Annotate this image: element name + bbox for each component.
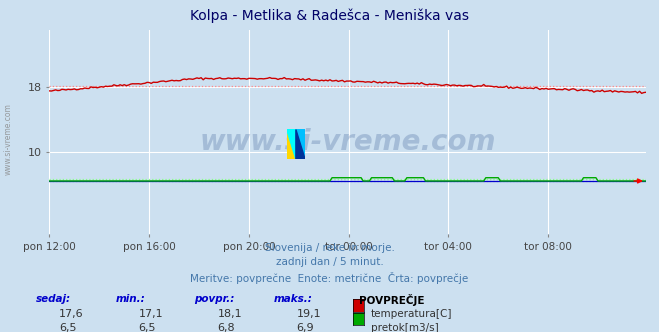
Text: 19,1: 19,1 <box>297 309 321 319</box>
Text: maks.:: maks.: <box>273 294 312 304</box>
Text: www.si-vreme.com: www.si-vreme.com <box>3 104 13 175</box>
Polygon shape <box>296 129 305 159</box>
Text: Meritve: povprečne  Enote: metrične  Črta: povprečje: Meritve: povprečne Enote: metrične Črta:… <box>190 272 469 284</box>
Text: min.:: min.: <box>115 294 145 304</box>
Text: 17,6: 17,6 <box>59 309 84 319</box>
Text: zadnji dan / 5 minut.: zadnji dan / 5 minut. <box>275 257 384 267</box>
Text: 6,9: 6,9 <box>297 323 314 332</box>
Bar <box>296 129 305 159</box>
Text: 6,5: 6,5 <box>59 323 77 332</box>
Text: Slovenija / reke in morje.: Slovenija / reke in morje. <box>264 243 395 253</box>
Text: www.si-vreme.com: www.si-vreme.com <box>200 128 496 156</box>
Text: 17,1: 17,1 <box>138 309 163 319</box>
Text: 6,5: 6,5 <box>138 323 156 332</box>
Text: sedaj:: sedaj: <box>36 294 71 304</box>
Text: temperatura[C]: temperatura[C] <box>371 309 453 319</box>
Text: pretok[m3/s]: pretok[m3/s] <box>371 323 439 332</box>
Text: Kolpa - Metlika & Radešca - Meniška vas: Kolpa - Metlika & Radešca - Meniška vas <box>190 8 469 23</box>
Polygon shape <box>287 129 296 159</box>
Text: 18,1: 18,1 <box>217 309 242 319</box>
Text: POVPREČJE: POVPREČJE <box>359 294 424 306</box>
Text: 6,8: 6,8 <box>217 323 235 332</box>
Text: povpr.:: povpr.: <box>194 294 235 304</box>
Bar <box>287 129 296 159</box>
